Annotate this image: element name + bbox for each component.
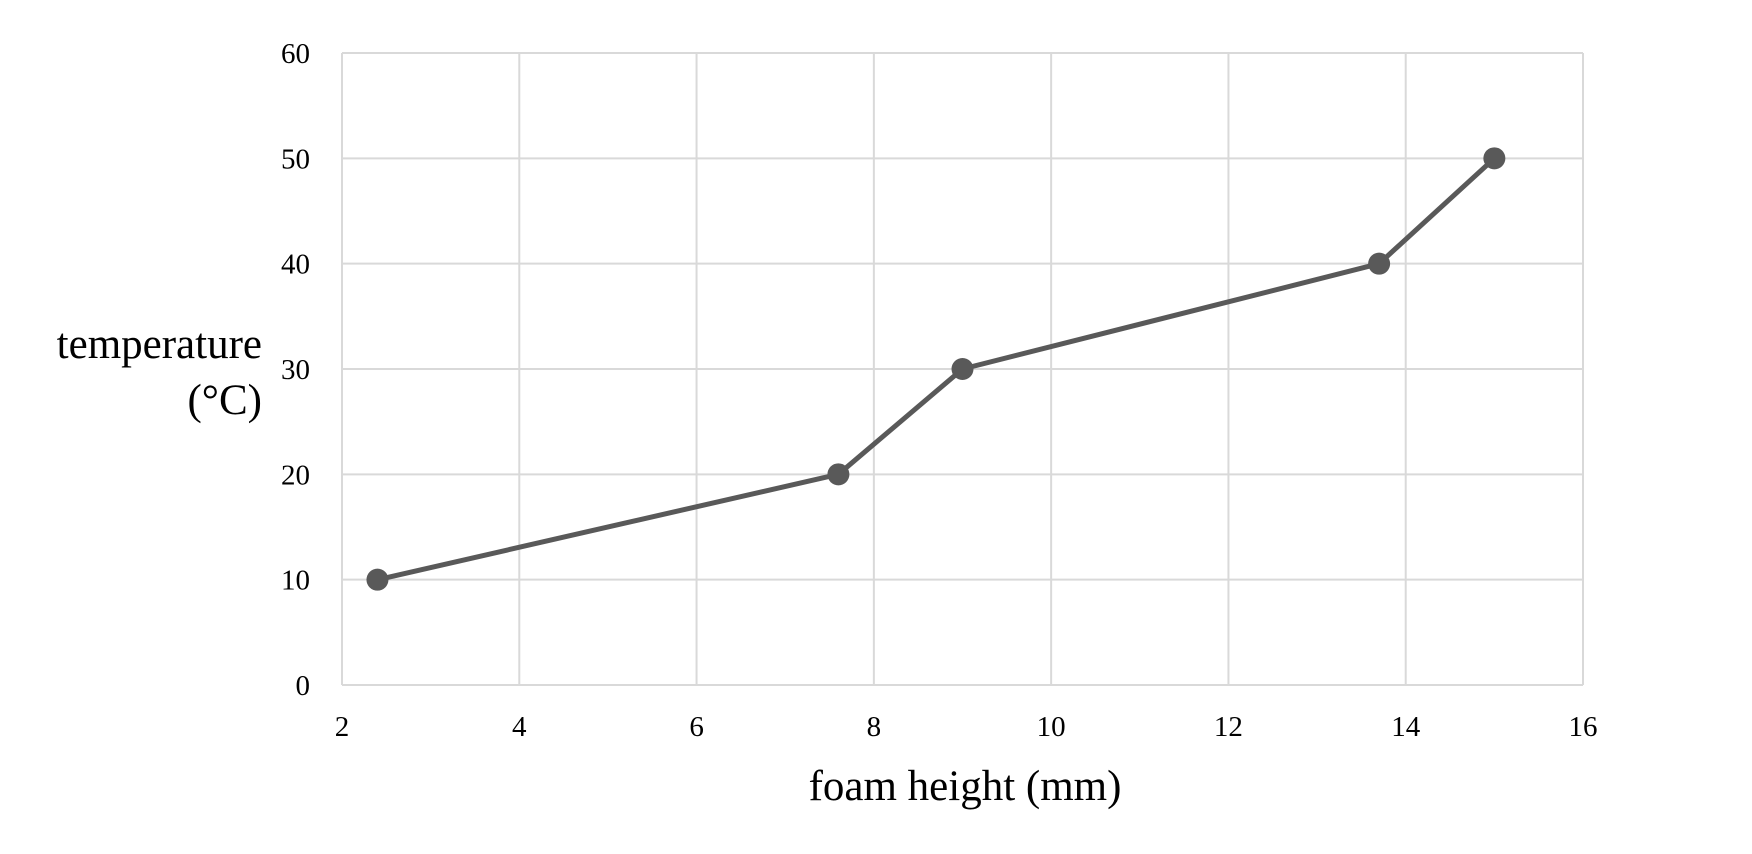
data-point — [1368, 252, 1391, 275]
x-axis-title: foam height (mm) — [809, 763, 1122, 810]
data-point — [1483, 147, 1506, 170]
y-tick-label: 60 — [281, 38, 310, 70]
x-tick-label: 8 — [867, 711, 882, 743]
axes — [341, 53, 1583, 686]
y-tick-label: 20 — [281, 459, 310, 491]
data-point — [827, 463, 850, 486]
y-tick-label: 40 — [281, 249, 310, 281]
x-tick-label: 2 — [335, 711, 350, 743]
y-axis-title-line-1: temperature — [57, 321, 262, 368]
data-point — [951, 358, 974, 380]
x-tick-label: 6 — [689, 711, 704, 743]
y-tick-label: 30 — [281, 354, 310, 386]
series — [366, 147, 1506, 591]
y-tick-label: 0 — [296, 670, 311, 702]
x-tick-label: 4 — [512, 711, 527, 743]
data-point — [366, 568, 389, 591]
x-tick-label: 12 — [1214, 711, 1243, 743]
x-tick-label: 14 — [1391, 711, 1421, 743]
grid — [342, 52, 1584, 685]
x-tick-label: 16 — [1569, 711, 1598, 743]
y-axis-title-line-2: (°C) — [187, 377, 262, 424]
y-tick-label: 50 — [281, 143, 310, 175]
tick-labels: 0 10 20 30 40 50 60 2 4 6 8 10 12 14 16 — [281, 38, 1598, 743]
x-tick-label: 10 — [1037, 711, 1066, 743]
y-tick-label: 10 — [281, 565, 310, 597]
